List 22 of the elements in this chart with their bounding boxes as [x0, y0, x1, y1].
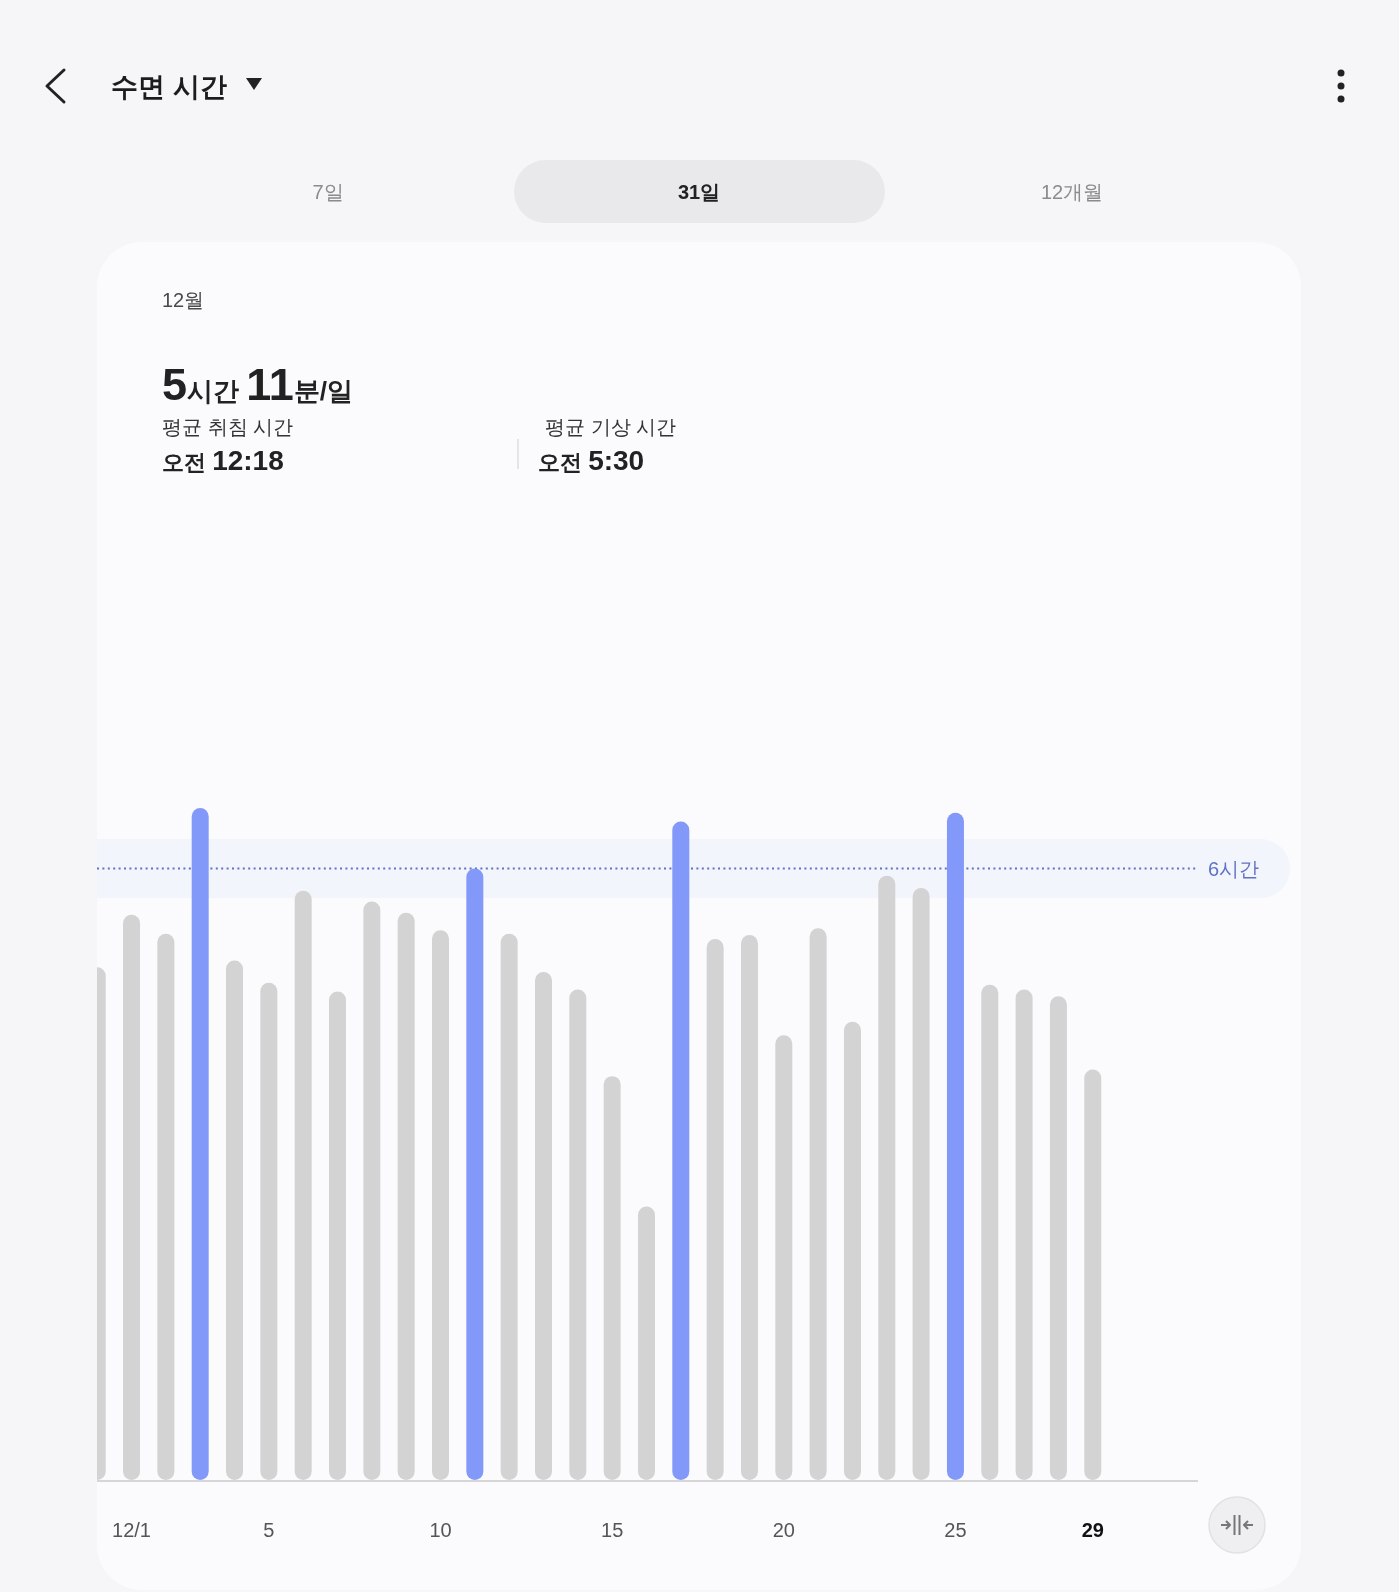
text: 오전 5:30 — [538, 445, 645, 476]
bar — [946, 812, 964, 1480]
text: 31일 — [677, 181, 721, 203]
x-tick-label: 5 — [263, 1519, 275, 1541]
text: 12개월 — [1040, 181, 1104, 203]
text: 5시간 11분/일 — [162, 359, 354, 410]
x-tick-label: 20 — [772, 1519, 795, 1541]
bar — [466, 868, 484, 1480]
chart-subtitle: 12월 — [162, 289, 205, 311]
x-tick-label: 12/1 — [112, 1519, 151, 1541]
text: 7일 — [312, 181, 344, 203]
bar — [191, 808, 209, 1480]
x-tick-label: 15 — [601, 1519, 624, 1541]
x-tick-label: 10 — [429, 1519, 452, 1541]
text: 평균 기상 시간 — [545, 416, 677, 438]
chart-title: 수면 시간 — [111, 72, 227, 102]
bar — [672, 821, 690, 1480]
x-tick-label: 29 — [1081, 1519, 1104, 1541]
text: 평균 취침 시간 — [162, 416, 294, 438]
ref-line-label: 6시간 — [1208, 858, 1260, 881]
x-tick-label: 25 — [944, 1519, 967, 1541]
text: 오전 12:18 — [162, 445, 284, 476]
